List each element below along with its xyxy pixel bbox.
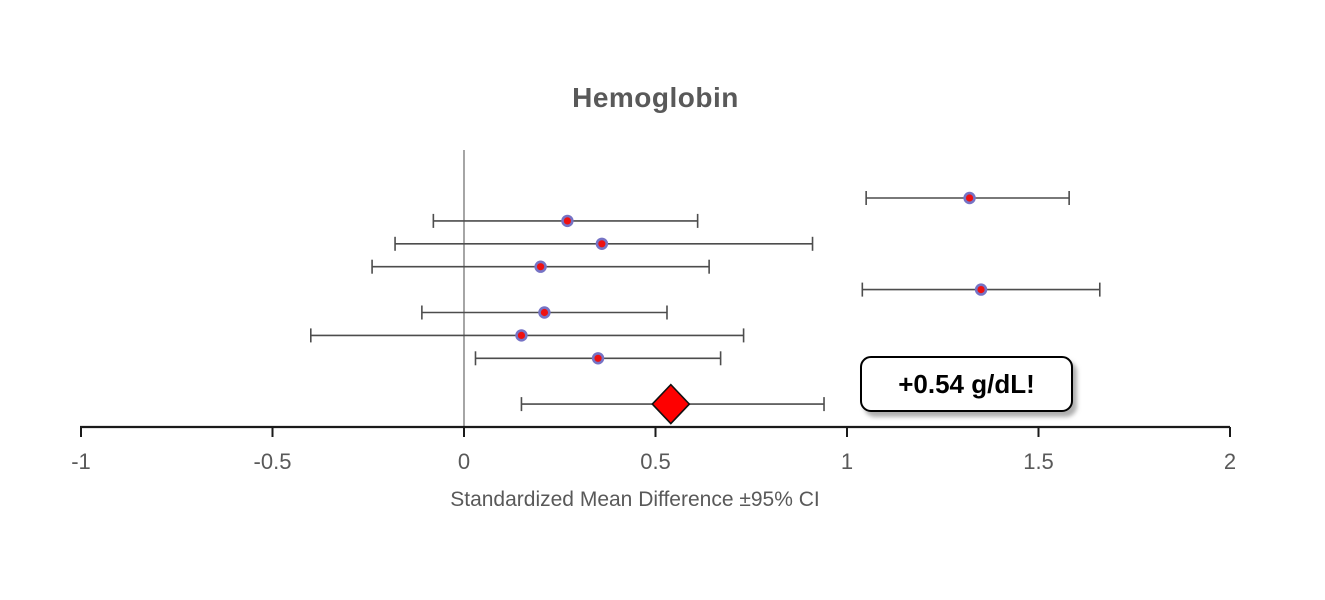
- x-axis-label: Standardized Mean Difference ±95% CI: [450, 488, 820, 511]
- study-point: [538, 306, 551, 319]
- study-point: [561, 214, 574, 228]
- summary-annotation-text: +0.54 g/dL!: [898, 368, 1035, 399]
- x-tick-label: -1: [71, 449, 91, 474]
- x-tick-label: 1: [841, 449, 853, 474]
- chart-title: Hemoglobin: [572, 82, 739, 113]
- x-tick-label: 0: [458, 449, 470, 474]
- study-point: [591, 352, 605, 365]
- summary-annotation: +0.54 g/dL!: [860, 356, 1073, 412]
- study-point: [974, 283, 988, 296]
- x-tick-label: 0.5: [640, 449, 671, 474]
- x-tick-label: 2: [1224, 449, 1236, 474]
- study-point: [963, 191, 976, 205]
- summary-diamond: [651, 383, 691, 425]
- x-tick-label: -0.5: [254, 449, 292, 474]
- x-tick-label: 1.5: [1023, 449, 1054, 474]
- study-point: [534, 260, 547, 273]
- study-point: [515, 329, 528, 342]
- study-point: [595, 237, 609, 251]
